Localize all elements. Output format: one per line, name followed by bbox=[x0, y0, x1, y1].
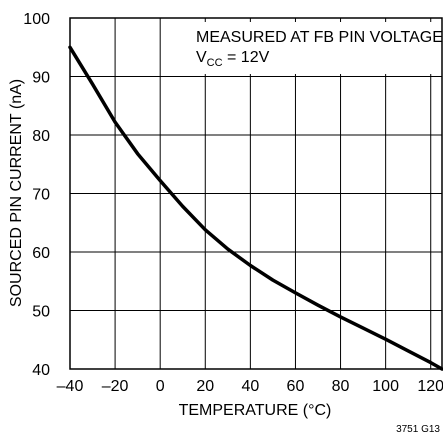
x-tick-label: 20 bbox=[196, 378, 214, 395]
x-tick-label: 120 bbox=[417, 378, 443, 395]
x-tick-label: 80 bbox=[332, 378, 350, 395]
x-tick-label: –40 bbox=[57, 378, 84, 395]
x-axis-label: TEMPERATURE (°C) bbox=[179, 402, 332, 419]
annotation-line-1: MEASURED AT FB PIN VOLTAGE bbox=[196, 29, 443, 46]
y-tick-label: 80 bbox=[32, 128, 50, 145]
x-tick-label: 0 bbox=[156, 378, 165, 395]
annotation-vcc-value: = 12V bbox=[223, 49, 270, 66]
annotation-line-2: VCC = 12V bbox=[196, 49, 270, 69]
plot-frame bbox=[69, 17, 443, 370]
figure-code: 3751 G13 bbox=[396, 424, 440, 435]
y-tick-labels: 40 50 60 70 80 90 100 bbox=[23, 11, 50, 379]
x-tick-label: 60 bbox=[287, 378, 305, 395]
y-tick-label: 70 bbox=[32, 187, 50, 204]
series-line bbox=[68, 45, 443, 371]
series-layer bbox=[68, 45, 443, 371]
y-tick-label: 60 bbox=[32, 245, 50, 262]
y-tick-label: 90 bbox=[32, 70, 50, 87]
annotation-vcc-sub: CC bbox=[207, 57, 223, 69]
x-tick-label: 40 bbox=[241, 378, 259, 395]
x-tick-label: –20 bbox=[102, 378, 129, 395]
x-tick-labels: –40 –20 0 20 40 60 80 100 120 bbox=[57, 378, 443, 395]
y-axis-label: SOURCED PIN CURRENT (nA) bbox=[8, 79, 25, 307]
y-tick-label: 50 bbox=[32, 304, 50, 321]
y-tick-label: 40 bbox=[32, 362, 50, 379]
x-tick-label: 100 bbox=[372, 378, 399, 395]
annotation-vcc-v: V bbox=[196, 49, 207, 66]
y-tick-label: 100 bbox=[23, 11, 50, 28]
grid bbox=[70, 18, 442, 369]
annotation-background bbox=[192, 22, 436, 74]
